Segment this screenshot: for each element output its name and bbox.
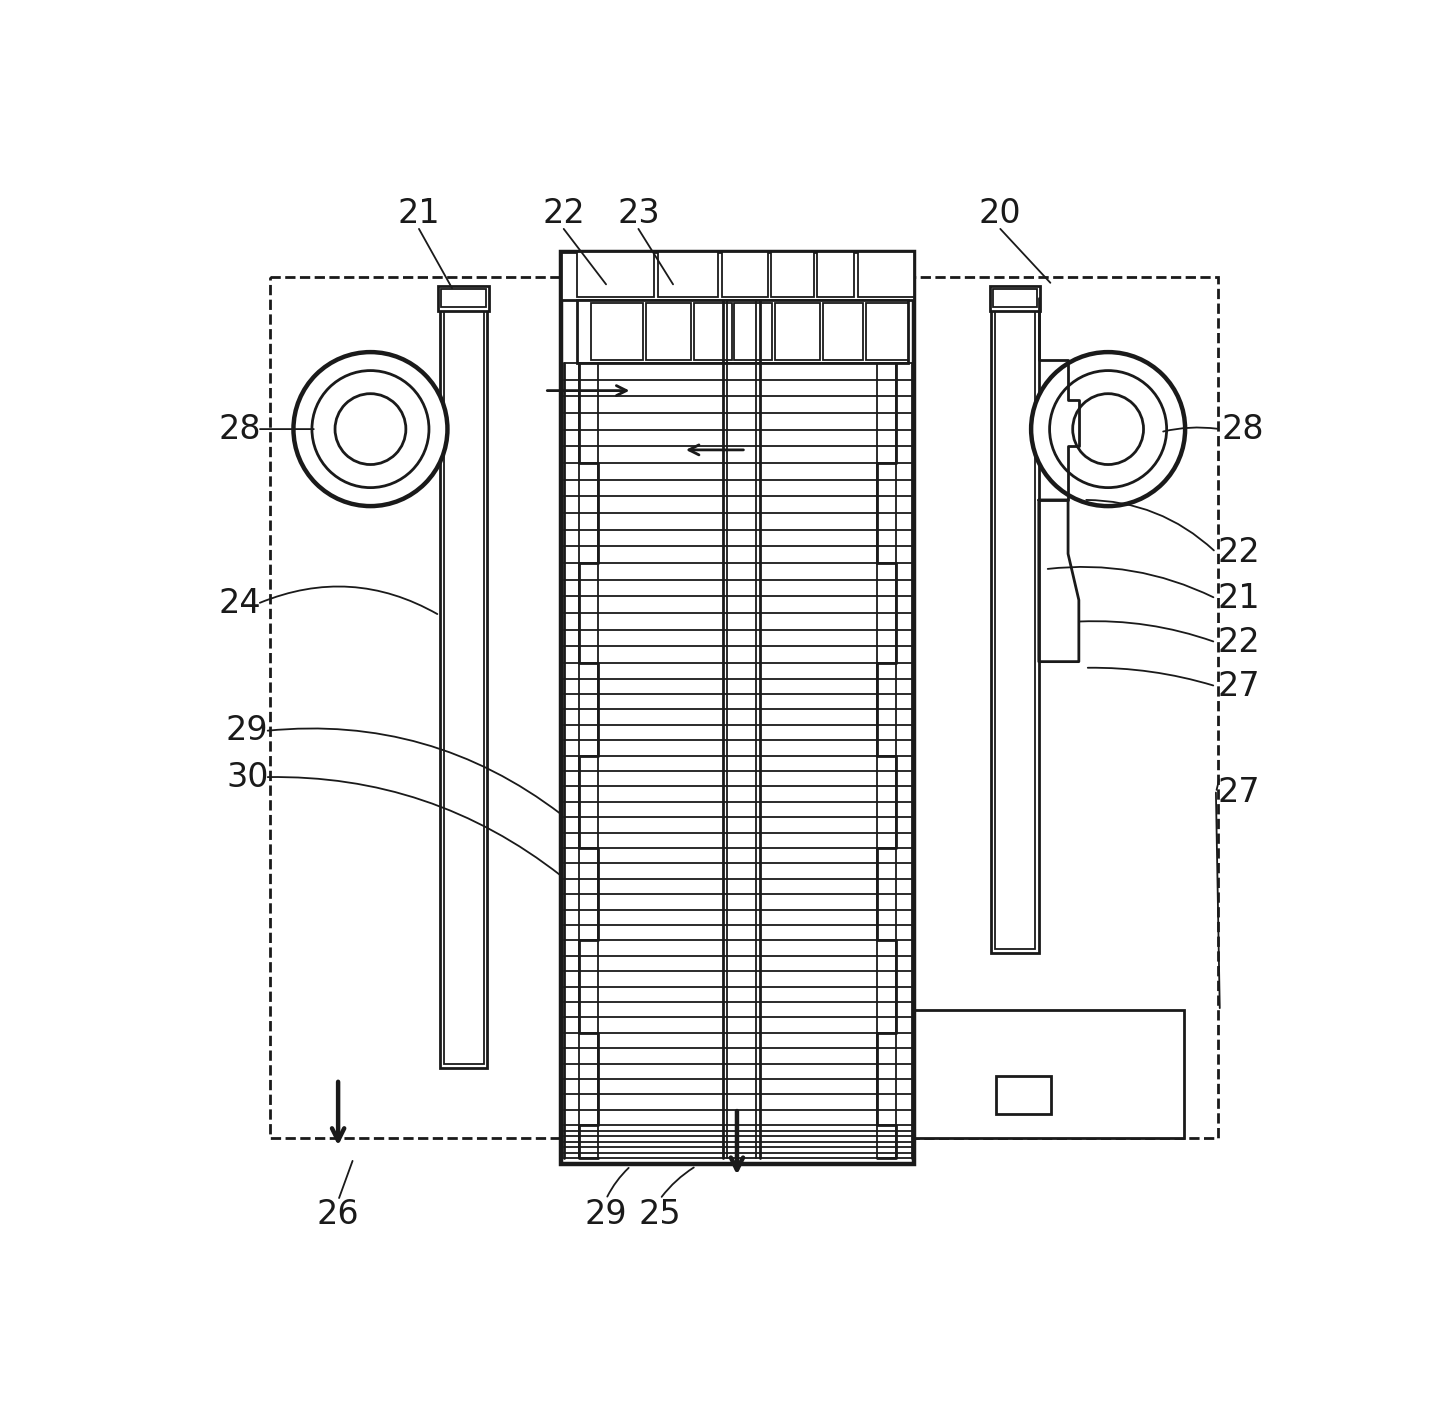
Text: 23: 23 bbox=[617, 197, 660, 229]
Bar bbox=[645, 303, 690, 360]
Bar bbox=[270, 277, 604, 1137]
Bar bbox=[875, 277, 1219, 1137]
Bar bbox=[734, 303, 773, 360]
Text: 21: 21 bbox=[1217, 582, 1261, 615]
Text: 25: 25 bbox=[638, 1197, 682, 1231]
Bar bbox=[877, 1010, 1184, 1137]
Text: 27: 27 bbox=[1217, 777, 1261, 809]
Circle shape bbox=[1073, 394, 1144, 464]
Bar bbox=[442, 288, 487, 308]
Text: 28: 28 bbox=[1222, 412, 1264, 446]
Bar bbox=[440, 298, 488, 1068]
Circle shape bbox=[335, 394, 406, 464]
Bar bbox=[989, 286, 1040, 311]
Circle shape bbox=[1050, 370, 1167, 488]
Bar bbox=[722, 252, 768, 297]
Bar bbox=[443, 303, 484, 1064]
Bar bbox=[996, 1076, 1051, 1114]
Bar bbox=[576, 300, 908, 363]
Bar bbox=[823, 303, 864, 360]
Text: 29: 29 bbox=[225, 715, 269, 747]
Bar bbox=[991, 298, 1038, 953]
Bar bbox=[562, 252, 914, 1165]
Bar bbox=[995, 303, 1035, 948]
Text: 21: 21 bbox=[397, 197, 440, 229]
Bar bbox=[858, 252, 914, 297]
Bar bbox=[562, 252, 914, 300]
Text: 26: 26 bbox=[316, 1197, 360, 1231]
Text: 24: 24 bbox=[218, 587, 261, 620]
Bar bbox=[817, 252, 853, 297]
Bar bbox=[657, 252, 718, 297]
Bar bbox=[695, 303, 732, 360]
Bar bbox=[866, 303, 908, 360]
Text: 20: 20 bbox=[979, 197, 1021, 229]
Bar bbox=[775, 303, 820, 360]
Text: 22: 22 bbox=[543, 197, 585, 229]
Text: 22: 22 bbox=[1217, 536, 1261, 568]
Text: 30: 30 bbox=[227, 761, 269, 794]
Text: 28: 28 bbox=[218, 412, 261, 446]
Bar bbox=[591, 303, 643, 360]
Circle shape bbox=[1031, 352, 1186, 507]
Bar bbox=[771, 252, 814, 297]
Circle shape bbox=[293, 352, 448, 507]
Text: 29: 29 bbox=[585, 1197, 627, 1231]
Circle shape bbox=[312, 370, 429, 488]
Text: 27: 27 bbox=[1217, 670, 1261, 702]
Bar bbox=[438, 286, 490, 311]
Text: 22: 22 bbox=[1217, 626, 1261, 658]
Bar bbox=[992, 288, 1037, 308]
Bar bbox=[576, 252, 654, 297]
